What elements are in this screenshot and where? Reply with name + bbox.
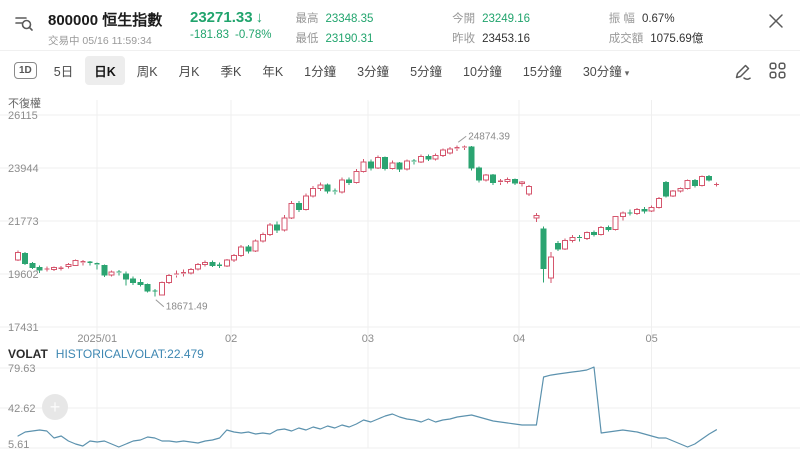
caret-down-icon: ▾ xyxy=(624,68,630,78)
svg-text:05: 05 xyxy=(645,333,657,345)
close-icon xyxy=(769,14,783,28)
svg-text:18671.49: 18671.49 xyxy=(166,302,208,313)
search-button[interactable] xyxy=(14,13,34,33)
tab-30min[interactable]: 30分鐘 ▾ xyxy=(574,56,638,85)
tab-week-k[interactable]: 周K xyxy=(128,56,167,85)
draw-tool-button[interactable] xyxy=(733,61,753,81)
tab-1min[interactable]: 1分鐘 xyxy=(295,56,345,85)
search-list-icon xyxy=(15,17,33,31)
close-button[interactable] xyxy=(766,11,786,31)
tab-1d[interactable]: 1D xyxy=(14,62,37,79)
svg-text:23944: 23944 xyxy=(8,163,39,175)
svg-text:42.62: 42.62 xyxy=(8,403,36,415)
quote-stats: 最高 23348.35 今開 23249.16 振 幅 0.67% 最低 23190.3… xyxy=(295,9,756,46)
tab-month-k[interactable]: 月K xyxy=(170,56,209,85)
svg-text:03: 03 xyxy=(362,333,374,345)
tab-10min[interactable]: 10分鐘 xyxy=(454,56,511,85)
tab-year-k[interactable]: 年K xyxy=(253,56,292,85)
adjust-mode-label[interactable]: 不復權 xyxy=(8,98,41,110)
stat-amplitude: 振 幅 0.67% xyxy=(608,13,675,25)
svg-text:19602: 19602 xyxy=(8,269,39,281)
add-indicator-button[interactable]: + xyxy=(42,394,68,420)
stat-turnover: 成交額 1075.69億 xyxy=(608,33,704,45)
svg-text:5.61: 5.61 xyxy=(8,439,29,451)
price-change: -181.83 xyxy=(190,29,230,41)
stat-open: 今開 23249.16 xyxy=(452,13,531,25)
price-block: 23271.33 ↓ -181.83 -0.78% xyxy=(190,9,277,41)
tab-3min[interactable]: 3分鐘 xyxy=(348,56,398,85)
trading-status: 交易中 05/16 11:59:34 xyxy=(48,35,152,47)
volat-series-label[interactable]: HISTORICALVOLAT:22.479 xyxy=(55,347,204,361)
stat-prev-close: 昨收 23453.16 xyxy=(452,33,531,45)
stat-high: 最高 23348.35 xyxy=(295,13,374,25)
tab-day-k[interactable]: 日K xyxy=(85,56,125,85)
svg-text:21773: 21773 xyxy=(8,216,39,228)
grid-icon xyxy=(769,62,786,79)
title-block: 800000 恒生指數 交易中 05/16 11:59:34 xyxy=(48,9,176,48)
price-change-pct: -0.78% xyxy=(235,29,272,41)
tab-15min[interactable]: 15分鐘 xyxy=(514,56,571,85)
stat-low: 最低 23190.31 xyxy=(295,33,374,45)
volat-pane-header: VOLAT HISTORICALVOLAT:22.479 xyxy=(8,347,204,361)
timeframe-toolbar: 1D 5日 日K 周K 月K 季K 年K 1分鐘 3分鐘 5分鐘 10分鐘 15… xyxy=(0,50,800,90)
stock-title: 800000 恒生指數 xyxy=(48,12,163,29)
header: 800000 恒生指數 交易中 05/16 11:59:34 23271.33 ↓… xyxy=(0,0,800,50)
tab-5day[interactable]: 5日 xyxy=(45,56,82,85)
svg-text:04: 04 xyxy=(513,333,525,345)
svg-text:26115: 26115 xyxy=(8,110,38,122)
svg-text:79.63: 79.63 xyxy=(8,363,36,375)
tab-quarter-k[interactable]: 季K xyxy=(211,56,250,85)
tab-5min[interactable]: 5分鐘 xyxy=(401,56,451,85)
svg-text:02: 02 xyxy=(225,333,237,345)
svg-text:17431: 17431 xyxy=(8,322,39,334)
volat-label: VOLAT xyxy=(8,347,48,361)
last-price: 23271.33 xyxy=(190,9,253,26)
down-arrow-icon: ↓ xyxy=(255,9,264,26)
svg-text:2025/01: 2025/01 xyxy=(77,333,117,345)
pencil-icon xyxy=(735,64,751,80)
svg-text:24874.39: 24874.39 xyxy=(468,131,510,142)
indicator-grid-button[interactable] xyxy=(769,62,786,79)
